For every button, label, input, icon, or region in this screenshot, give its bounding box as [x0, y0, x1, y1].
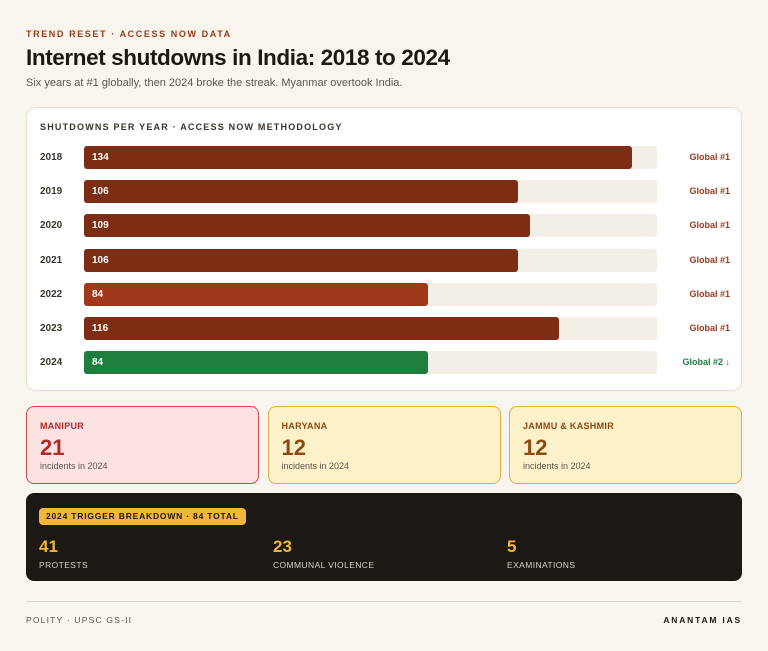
trigger-examinations: 5 EXAMINATIONS — [507, 537, 575, 570]
state-card-jammu-kashmir: JAMMU & KASHMIR 12 incidents in 2024 — [509, 406, 742, 484]
trigger-label: COMMUNAL VIOLENCE — [273, 560, 375, 570]
page-title: Internet shutdowns in India: 2018 to 202… — [26, 45, 450, 70]
trigger-label: EXAMINATIONS — [507, 560, 576, 570]
state-count: 12 — [281, 435, 306, 460]
bar-category-label: 2022 — [40, 288, 63, 300]
bar-category-label: 2019 — [40, 186, 63, 198]
bar-category-label: 2018 — [40, 152, 63, 163]
shutdowns-chart-card: SHUTDOWNS PER YEAR · ACCESS NOW METHODOL… — [26, 107, 742, 391]
bar-rank-label: Global #2 ↓ — [682, 357, 730, 368]
bar-track: 134 — [84, 146, 657, 169]
footer-brand: ANANTAM IAS — [663, 615, 742, 625]
bar-rank-label: Global #1 — [689, 186, 730, 197]
bar-track: 84 — [84, 282, 657, 306]
bar-row-2019: 2019 106 Global #1 — [27, 180, 743, 204]
bar-category-label: 2021 — [40, 254, 63, 266]
bar-track: 109 — [84, 214, 657, 238]
bar-category-label: 2023 — [40, 323, 63, 334]
trigger-count: 23 — [273, 537, 292, 556]
bar-row-2021: 2021 106 Global #1 — [27, 248, 743, 272]
bar-value-label: 84 — [92, 288, 104, 300]
state-name: HARYANA — [281, 421, 328, 431]
eyebrow-label: TREND RESET · ACCESS NOW DATA — [26, 29, 232, 39]
bar-value-label: 109 — [92, 220, 109, 232]
trigger-protests: 41 PROTESTS — [39, 537, 88, 570]
trigger-communal-violence: 23 COMMUNAL VIOLENCE — [273, 537, 374, 570]
bar-value-label: 106 — [92, 254, 109, 266]
chart-title: SHUTDOWNS PER YEAR · ACCESS NOW METHODOL… — [40, 122, 343, 132]
bar-track: 106 — [84, 248, 657, 272]
state-count: 12 — [523, 435, 548, 460]
bar: 109 — [84, 214, 531, 238]
trigger-badge: 2024 TRIGGER BREAKDOWN · 84 TOTAL — [39, 508, 246, 525]
bar-rank-label: Global #1 — [689, 152, 730, 162]
state-subtext: incidents in 2024 — [523, 461, 591, 471]
footer-subject: POLITY · UPSC GS-II — [26, 615, 133, 625]
bar-value-label: 84 — [92, 357, 104, 369]
bar-track: 84 — [84, 351, 657, 375]
state-count: 21 — [40, 435, 65, 460]
bar-track: 116 — [84, 317, 657, 340]
bar: 134 — [84, 146, 633, 169]
bar-track: 106 — [84, 180, 657, 204]
footer-divider — [26, 601, 742, 602]
bar: 116 — [84, 317, 559, 340]
state-card-manipur: MANIPUR 21 incidents in 2024 — [26, 406, 259, 484]
trigger-breakdown-card: 2024 TRIGGER BREAKDOWN · 84 TOTAL 41 PRO… — [26, 493, 742, 581]
bar-rank-label: Global #1 — [689, 288, 730, 299]
bar-row-2018: 2018 134 Global #1 — [27, 146, 743, 169]
state-card-haryana: HARYANA 12 incidents in 2024 — [267, 406, 501, 484]
bar-row-2024: 2024 84 Global #2 ↓ — [27, 351, 743, 375]
bar-row-2020: 2020 109 Global #1 — [27, 214, 743, 238]
bar: 106 — [84, 248, 518, 272]
bar-rank-label: Global #1 — [689, 254, 730, 265]
bar-category-label: 2024 — [40, 357, 63, 369]
bar-category-label: 2020 — [40, 220, 63, 232]
state-name: MANIPUR — [40, 421, 85, 431]
bar: 106 — [84, 180, 518, 204]
bar: 84 — [84, 351, 428, 375]
bar-row-2023: 2023 116 Global #1 — [27, 317, 743, 340]
trigger-count: 41 — [39, 537, 58, 556]
state-subtext: incidents in 2024 — [281, 461, 350, 471]
state-subtext: incidents in 2024 — [40, 461, 108, 471]
bar-row-2022: 2022 84 Global #1 — [27, 282, 743, 306]
state-name: JAMMU & KASHMIR — [523, 421, 614, 431]
bar-rank-label: Global #1 — [689, 323, 730, 333]
trigger-count: 5 — [507, 537, 517, 556]
trigger-label: PROTESTS — [39, 560, 89, 570]
bar-value-label: 116 — [92, 323, 109, 334]
bar-value-label: 106 — [92, 186, 109, 198]
bar-rank-label: Global #1 — [689, 220, 730, 231]
bar-value-label: 134 — [92, 152, 109, 163]
bar: 84 — [84, 282, 428, 306]
page-subtitle: Six years at #1 globally, then 2024 brok… — [26, 77, 403, 89]
